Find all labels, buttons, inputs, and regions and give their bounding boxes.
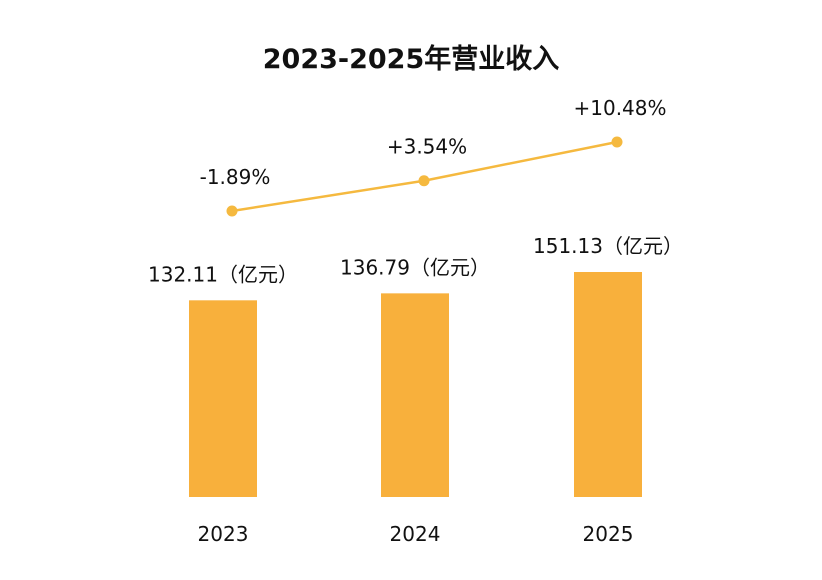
x-tick-label-2025: 2025	[583, 522, 634, 546]
growth-label-2023: -1.89%	[200, 165, 271, 189]
bar-value-label-2023: 132.11（亿元）	[148, 262, 298, 286]
growth-point-2025	[611, 136, 623, 148]
bar-2024	[381, 293, 449, 497]
bar-value-label-2025: 151.13（亿元）	[533, 234, 683, 258]
growth-point-2023	[226, 205, 238, 217]
labels-layer: 132.11（亿元） 2023 136.79（亿元） 2024 151.13（亿元） 20…	[148, 96, 683, 546]
x-tick-label-2023: 2023	[198, 522, 249, 546]
bar-2025	[574, 272, 642, 497]
bar-value-label-2024: 136.79（亿元）	[340, 255, 490, 279]
growth-point-2024	[418, 175, 430, 187]
bars-layer	[189, 272, 642, 497]
growth-label-2025: +10.48%	[573, 96, 666, 120]
x-tick-label-2024: 2024	[390, 522, 441, 546]
growth-label-2024: +3.54%	[387, 135, 467, 159]
chart-title: 2023-2025年营业收入	[263, 43, 560, 75]
growth-line-layer	[226, 136, 623, 217]
bar-2023	[189, 300, 257, 497]
